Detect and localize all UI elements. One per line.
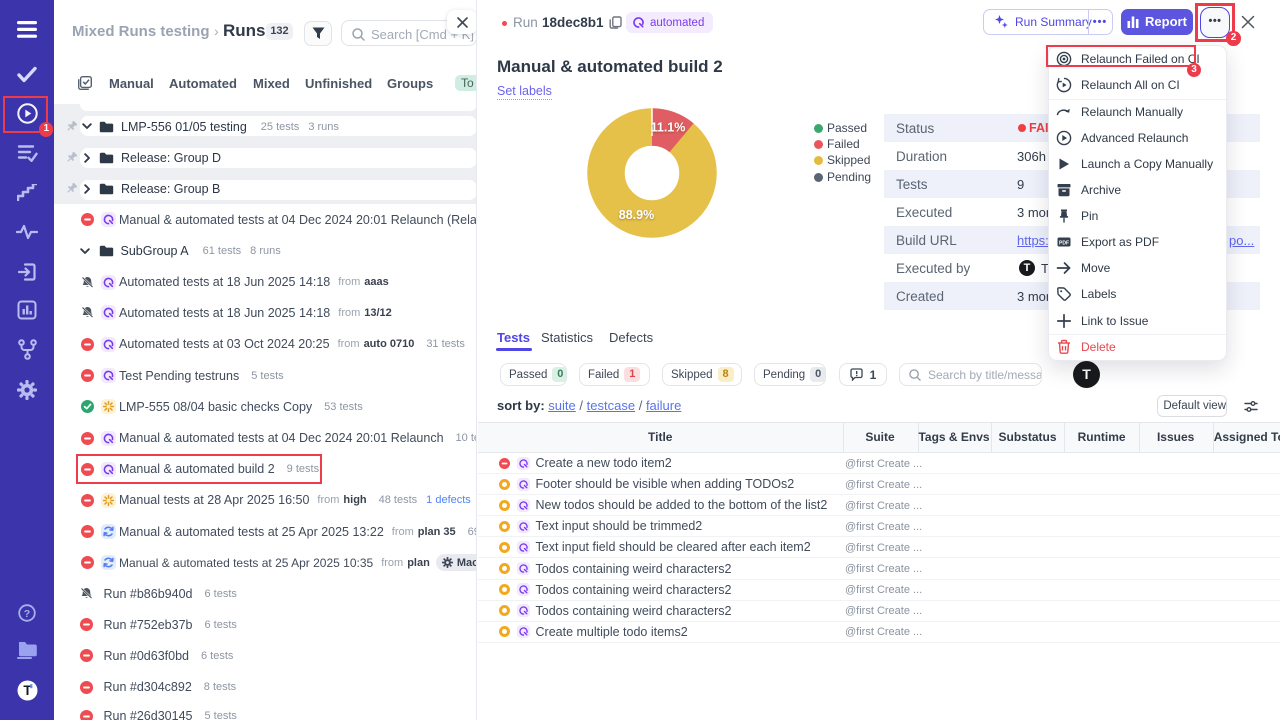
svg-text:?: ? [24,608,30,620]
svg-text:88.9%: 88.9% [619,208,654,222]
svg-text:PDF: PDF [1059,241,1069,247]
svg-text:11.1%: 11.1% [651,121,686,135]
svg-text:T: T [23,683,32,698]
